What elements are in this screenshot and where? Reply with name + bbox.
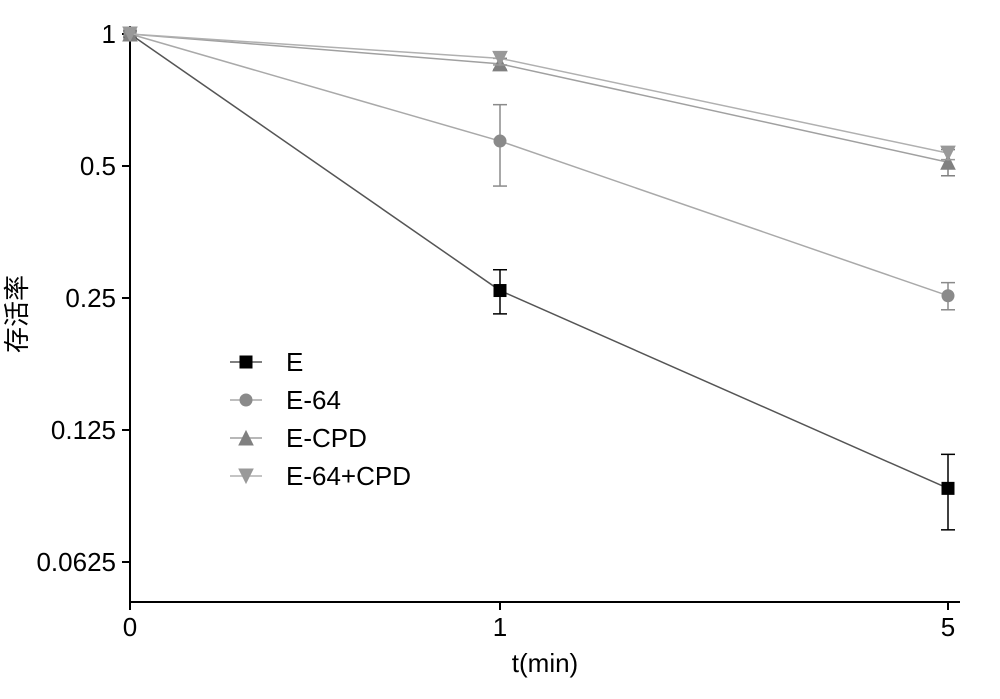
legend-item: E <box>230 347 303 377</box>
x-axis-label: t(min) <box>512 648 578 678</box>
x-tick-label: 5 <box>941 612 955 642</box>
legend-label: E-64 <box>286 385 341 415</box>
x-tick-label: 1 <box>493 612 507 642</box>
series-E <box>124 28 955 530</box>
y-tick-label: 0.0625 <box>36 547 116 577</box>
series-line <box>130 34 948 162</box>
series-E-64+CPD <box>123 27 955 160</box>
x-tick-label: 0 <box>123 612 137 642</box>
legend-label: E-64+CPD <box>286 461 411 491</box>
series-line <box>130 34 948 488</box>
y-tick-label: 0.5 <box>80 151 116 181</box>
y-tick-label: 0.125 <box>51 415 116 445</box>
legend-label: E-CPD <box>286 423 367 453</box>
series-line <box>130 34 948 296</box>
legend-item: E-64+CPD <box>230 461 411 491</box>
y-tick-label: 0.25 <box>65 283 116 313</box>
legend-label: E <box>286 347 303 377</box>
y-axis-label: 存活率 <box>2 275 32 353</box>
y-tick-label: 1 <box>102 19 116 49</box>
series-E-64 <box>124 28 955 310</box>
series-E-CPD <box>123 27 955 176</box>
survival-chart: 015t(min)10.50.250.1250.0625存活率EE-64E-CP… <box>0 0 1000 699</box>
legend-item: E-CPD <box>230 423 367 453</box>
legend-item: E-64 <box>230 385 341 415</box>
